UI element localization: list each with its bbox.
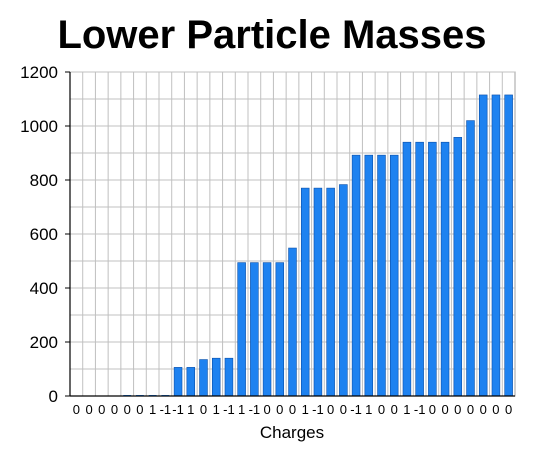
- x-tick-label: 0: [289, 402, 296, 417]
- bar: [491, 94, 501, 397]
- bar: [428, 141, 437, 397]
- bar: [300, 187, 310, 397]
- x-tick-label: -1: [350, 402, 362, 417]
- x-tick-label: 0: [124, 402, 131, 417]
- bar: [262, 262, 272, 397]
- bar: [478, 94, 488, 397]
- bar: [237, 262, 246, 397]
- bar: [466, 120, 475, 397]
- bar: [453, 137, 463, 397]
- x-tick-label: 0: [276, 402, 283, 417]
- x-tick-label: -1: [223, 402, 235, 417]
- x-tick-label: 1: [403, 402, 410, 417]
- bar: [351, 154, 361, 397]
- y-tick-label: 0: [49, 387, 58, 406]
- x-tick-label: 1: [149, 402, 156, 417]
- bar: [339, 184, 348, 397]
- bar: [288, 247, 297, 397]
- x-tick-label: 0: [378, 402, 385, 417]
- x-tick-label: 1: [187, 402, 194, 417]
- x-tick-label: 0: [136, 402, 143, 417]
- bar: [364, 154, 374, 397]
- x-tick-label: -1: [172, 402, 184, 417]
- bar: [250, 262, 259, 397]
- y-tick-label: 600: [30, 225, 58, 244]
- x-tick-label: 0: [391, 402, 398, 417]
- x-tick-label: 1: [365, 402, 372, 417]
- x-tick-label: 0: [505, 402, 512, 417]
- bar: [389, 154, 399, 397]
- x-tick-label: -1: [312, 402, 324, 417]
- axes: [65, 71, 515, 397]
- y-tick-label: 800: [30, 171, 58, 190]
- bar: [415, 141, 424, 397]
- x-tick-label: 0: [467, 402, 474, 417]
- x-tick-label: 0: [429, 402, 436, 417]
- bar: [326, 187, 335, 397]
- x-tick-label: 0: [441, 402, 448, 417]
- bar: [224, 357, 234, 397]
- x-axis-title: Charges: [260, 423, 324, 442]
- bar: [440, 141, 450, 397]
- bar: [275, 262, 285, 397]
- x-tick-label: 0: [85, 402, 92, 417]
- y-tick-label: 1000: [20, 117, 58, 136]
- x-tick-label: 0: [111, 402, 118, 417]
- y-tick-label: 1200: [20, 63, 58, 82]
- x-tick-label: 1: [213, 402, 220, 417]
- bar: [186, 367, 196, 397]
- x-tick-label: 0: [263, 402, 270, 417]
- bars: [123, 94, 513, 397]
- x-tick-labels: 0 0 0 0 0 0 1 -1 -1 1 0 1 -1 1 -1 0 0 0 1 -1 0 0 -1 1 0 0 1 -1 0 0 0 0 0…: [73, 402, 513, 417]
- y-tick-label: 200: [30, 333, 58, 352]
- y-tick-labels: 0 200 400 600 800 1000 1200: [20, 63, 58, 406]
- x-tick-label: 1: [302, 402, 309, 417]
- bar: [199, 359, 208, 397]
- chart-title: Lower Particle Masses: [57, 13, 486, 57]
- x-tick-label: 0: [200, 402, 207, 417]
- x-tick-label: -1: [414, 402, 426, 417]
- bar: [377, 154, 386, 397]
- y-tick-label: 400: [30, 279, 58, 298]
- bar: [173, 367, 183, 397]
- bar: [211, 357, 221, 397]
- x-tick-label: 0: [340, 402, 347, 417]
- bar: [504, 94, 513, 397]
- bar: [402, 141, 412, 397]
- x-tick-label: 0: [492, 402, 499, 417]
- x-tick-label: 0: [327, 402, 334, 417]
- x-tick-label: 0: [454, 402, 461, 417]
- bar: [313, 187, 323, 397]
- x-tick-label: 0: [98, 402, 105, 417]
- x-tick-label: 0: [480, 402, 487, 417]
- x-tick-label: 0: [73, 402, 80, 417]
- x-tick-label: -1: [160, 402, 172, 417]
- x-tick-label: 1: [238, 402, 245, 417]
- x-tick-label: -1: [249, 402, 261, 417]
